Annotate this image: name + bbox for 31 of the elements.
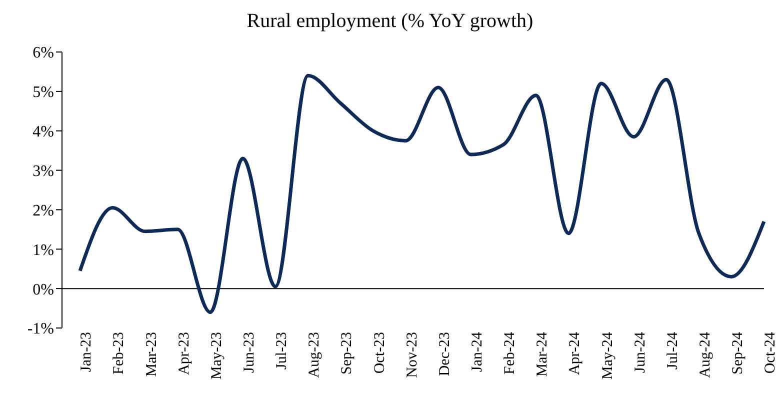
x-tick-label: Dec-23 (436, 332, 453, 376)
x-tick-label: Mar-23 (144, 332, 160, 377)
x-tick-label: Sep-23 (339, 332, 356, 374)
x-tick-label: Aug-23 (306, 332, 323, 378)
x-tick-label: Jul-23 (274, 332, 290, 370)
x-tick-label: Apr-24 (567, 332, 584, 376)
x-tick-label: Apr-23 (176, 332, 192, 376)
x-tick-label: Oct-23 (372, 332, 388, 374)
x-tick-label: Jul-24 (664, 332, 681, 370)
y-tick-label: 3% (32, 162, 54, 180)
x-tick-label: Jan-24 (470, 332, 486, 372)
y-tick-label: -1% (27, 320, 54, 338)
x-tick-label: Jan-23 (78, 332, 95, 372)
x-tick-label: May-24 (600, 332, 616, 380)
x-tick-label: Oct-24 (762, 332, 779, 374)
y-tick-label: 4% (32, 124, 54, 141)
x-tick-label: Nov-23 (404, 332, 420, 378)
x-tick-label: Feb-23 (111, 332, 128, 374)
y-tick-label: 2% (32, 202, 54, 220)
x-tick-label: Mar-24 (534, 332, 551, 377)
x-tick-label: Feb-24 (502, 332, 518, 374)
x-tick-label: May-23 (208, 332, 225, 380)
x-tick-label: Jun-24 (632, 332, 648, 373)
y-tick-label: 0% (32, 281, 54, 298)
y-tick-label: 6% (32, 44, 54, 62)
chart-title: Rural employment (% YoY growth) (246, 10, 534, 33)
y-tick-label: 1% (32, 242, 54, 259)
x-tick-label: Sep-24 (730, 332, 746, 374)
x-tick-label: Jun-23 (242, 332, 258, 373)
x-tick-label: Aug-24 (698, 332, 714, 378)
y-tick-label: 5% (32, 84, 54, 102)
